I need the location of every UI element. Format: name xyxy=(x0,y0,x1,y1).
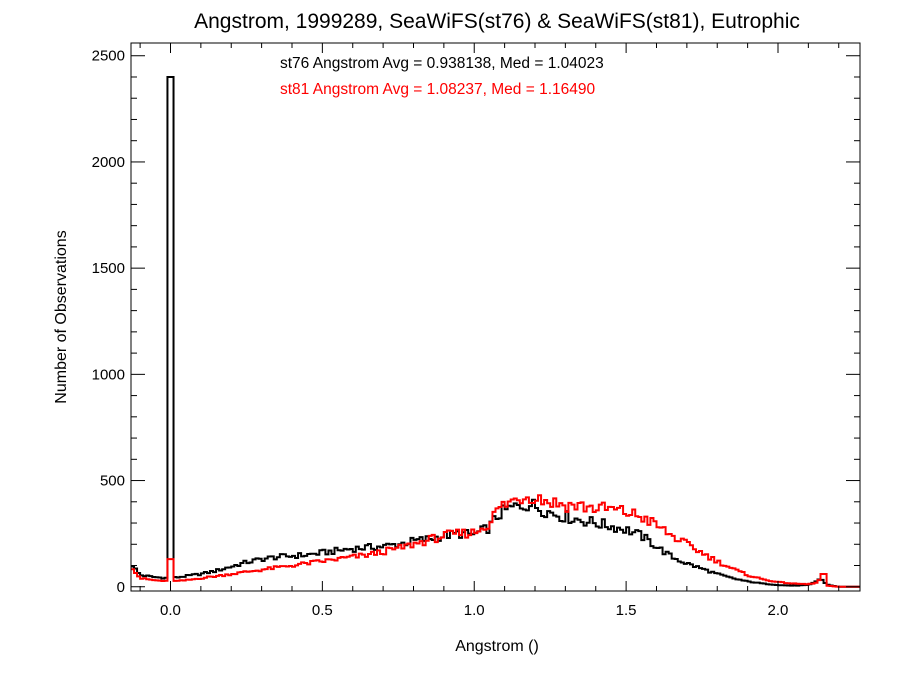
x-axis-label: Angstrom () xyxy=(455,638,539,655)
y-tick-label: 2000 xyxy=(92,154,125,171)
chart-axes: 0.0 0.5 1.0 1.5 2.0 0 500 1000 1500 2000 2500 xyxy=(92,42,861,619)
x-tick-label: 1.0 xyxy=(464,602,485,619)
x-tick-label: 1.5 xyxy=(616,602,637,619)
st76-stats-annotation: st76 Angstrom Avg = 0.938138, Med = 1.04… xyxy=(280,55,604,72)
chart-title: Angstrom, 1999289, SeaWiFS(st76) & SeaWi… xyxy=(194,10,800,33)
x-tick-label: 0.0 xyxy=(160,602,181,619)
st81-stats-annotation: st81 Angstrom Avg = 1.08237, Med = 1.164… xyxy=(280,81,595,98)
y-tick-label: 500 xyxy=(100,473,125,490)
series-2-histogram-line xyxy=(131,494,860,588)
x-tick-label: 0.5 xyxy=(312,602,333,619)
y-axis-label: Number of Observations xyxy=(53,230,70,403)
y-tick-label: 1500 xyxy=(92,260,125,277)
plot-frame xyxy=(130,42,861,592)
y-tick-label: 2500 xyxy=(92,48,125,65)
chart-marks xyxy=(131,75,860,588)
x-tick-label: 2.0 xyxy=(768,602,789,619)
y-tick-label: 1000 xyxy=(92,366,125,383)
y-tick-label: 0 xyxy=(117,579,125,596)
